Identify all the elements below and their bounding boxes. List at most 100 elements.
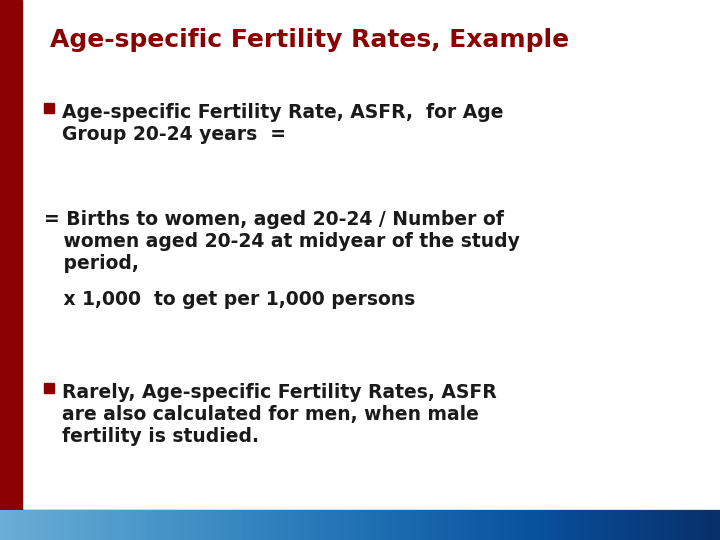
Bar xyxy=(223,510,224,540)
Bar xyxy=(592,510,593,540)
Bar xyxy=(373,510,374,540)
Bar xyxy=(602,510,603,540)
Bar xyxy=(228,510,229,540)
Bar xyxy=(117,510,118,540)
Bar xyxy=(35,510,36,540)
Bar xyxy=(656,510,657,540)
Bar xyxy=(41,510,42,540)
Bar xyxy=(718,510,719,540)
Bar xyxy=(641,510,642,540)
Bar xyxy=(218,510,219,540)
Bar xyxy=(230,510,231,540)
Bar xyxy=(7,510,8,540)
Bar xyxy=(484,510,485,540)
Bar xyxy=(699,510,700,540)
Bar xyxy=(354,510,355,540)
Bar xyxy=(422,510,423,540)
Bar xyxy=(178,510,179,540)
Bar xyxy=(591,510,592,540)
Bar xyxy=(350,510,351,540)
Bar xyxy=(447,510,448,540)
Bar xyxy=(133,510,134,540)
Bar xyxy=(712,510,713,540)
Bar xyxy=(82,510,83,540)
Bar xyxy=(140,510,141,540)
Bar xyxy=(631,510,632,540)
Bar xyxy=(71,510,72,540)
Bar xyxy=(235,510,236,540)
Bar xyxy=(203,510,204,540)
Bar xyxy=(120,510,121,540)
Bar xyxy=(386,510,387,540)
Bar xyxy=(11,510,12,540)
Bar xyxy=(402,510,403,540)
Bar xyxy=(429,510,430,540)
Bar xyxy=(248,510,249,540)
Bar xyxy=(430,510,431,540)
Bar xyxy=(288,510,289,540)
Bar xyxy=(501,510,502,540)
Bar xyxy=(226,510,227,540)
Bar xyxy=(371,510,372,540)
Bar xyxy=(34,510,35,540)
Bar xyxy=(245,510,246,540)
Bar xyxy=(104,510,105,540)
Bar xyxy=(383,510,384,540)
Bar xyxy=(523,510,524,540)
Bar xyxy=(144,510,145,540)
Bar xyxy=(67,510,68,540)
Bar xyxy=(139,510,140,540)
Bar xyxy=(398,510,399,540)
Bar xyxy=(456,510,457,540)
Bar xyxy=(630,510,631,540)
Bar xyxy=(510,510,511,540)
Bar xyxy=(593,510,594,540)
Bar xyxy=(259,510,260,540)
Bar xyxy=(54,510,55,540)
Bar xyxy=(533,510,534,540)
Bar xyxy=(452,510,453,540)
Bar xyxy=(110,510,111,540)
Bar xyxy=(496,510,497,540)
Bar xyxy=(628,510,629,540)
Bar xyxy=(435,510,436,540)
Bar xyxy=(168,510,169,540)
Bar xyxy=(299,510,300,540)
Bar xyxy=(489,510,490,540)
Bar xyxy=(454,510,455,540)
Bar xyxy=(369,510,370,540)
Bar xyxy=(119,510,120,540)
Bar xyxy=(6,510,7,540)
Bar xyxy=(277,510,278,540)
Bar xyxy=(519,510,520,540)
Bar xyxy=(49,510,50,540)
Bar xyxy=(85,510,86,540)
Bar xyxy=(633,510,634,540)
Bar xyxy=(321,510,322,540)
Bar xyxy=(297,510,298,540)
Bar xyxy=(173,510,174,540)
Bar xyxy=(650,510,651,540)
Bar xyxy=(685,510,686,540)
Bar xyxy=(554,510,555,540)
Bar xyxy=(113,510,114,540)
Bar xyxy=(136,510,137,540)
Bar xyxy=(92,510,93,540)
Bar xyxy=(348,510,349,540)
Bar xyxy=(406,510,407,540)
Bar xyxy=(638,510,639,540)
Bar xyxy=(126,510,127,540)
Bar xyxy=(696,510,697,540)
Bar xyxy=(476,510,477,540)
Bar xyxy=(102,510,103,540)
Bar xyxy=(420,510,421,540)
Bar xyxy=(465,510,466,540)
Bar xyxy=(643,510,644,540)
Bar xyxy=(571,510,572,540)
Bar xyxy=(300,510,301,540)
Bar xyxy=(405,510,406,540)
Bar xyxy=(37,510,38,540)
Bar xyxy=(272,510,273,540)
Bar xyxy=(146,510,147,540)
Bar xyxy=(196,510,197,540)
